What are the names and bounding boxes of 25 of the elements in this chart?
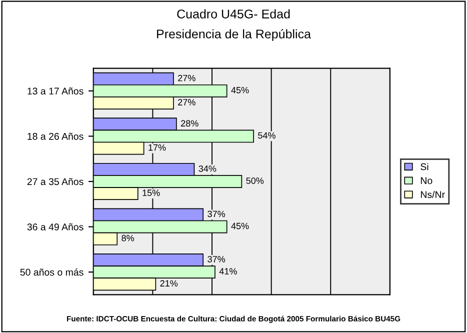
y-tick-label: 36 a 49 Años: [27, 223, 84, 230]
data-label: 37%: [208, 210, 226, 218]
data-label: 28%: [181, 120, 198, 127]
chart-title: Cuadro U45G- Edad: [177, 9, 290, 18]
data-label: 37%: [208, 256, 226, 262]
data-label: 17%: [148, 144, 166, 151]
data-label: 34%: [198, 165, 216, 172]
chart-subtitle: Presidencia de la República: [157, 29, 311, 41]
data-label: 41%: [219, 268, 237, 274]
data-label: 27%: [178, 99, 196, 106]
y-tick-label: 13 a 17 Años: [28, 87, 84, 95]
data-label: 50%: [246, 178, 264, 184]
legend-label: Ns/Nr: [420, 190, 445, 198]
legend-label: No: [420, 177, 432, 184]
data-label: 8%: [122, 234, 134, 242]
legend-label: Si: [420, 163, 428, 170]
y-tick-label: 18 a 26 Años: [28, 132, 84, 140]
y-tick-label: 27 a 35 Años: [27, 178, 84, 186]
data-label: 21%: [160, 280, 178, 287]
data-label: 45%: [231, 86, 249, 94]
data-label: 45%: [231, 222, 249, 230]
data-label: 54%: [258, 132, 276, 139]
y-tick-label: 50 años o más: [20, 268, 84, 276]
data-label: 15%: [142, 190, 160, 196]
data-label: 27%: [178, 74, 196, 82]
